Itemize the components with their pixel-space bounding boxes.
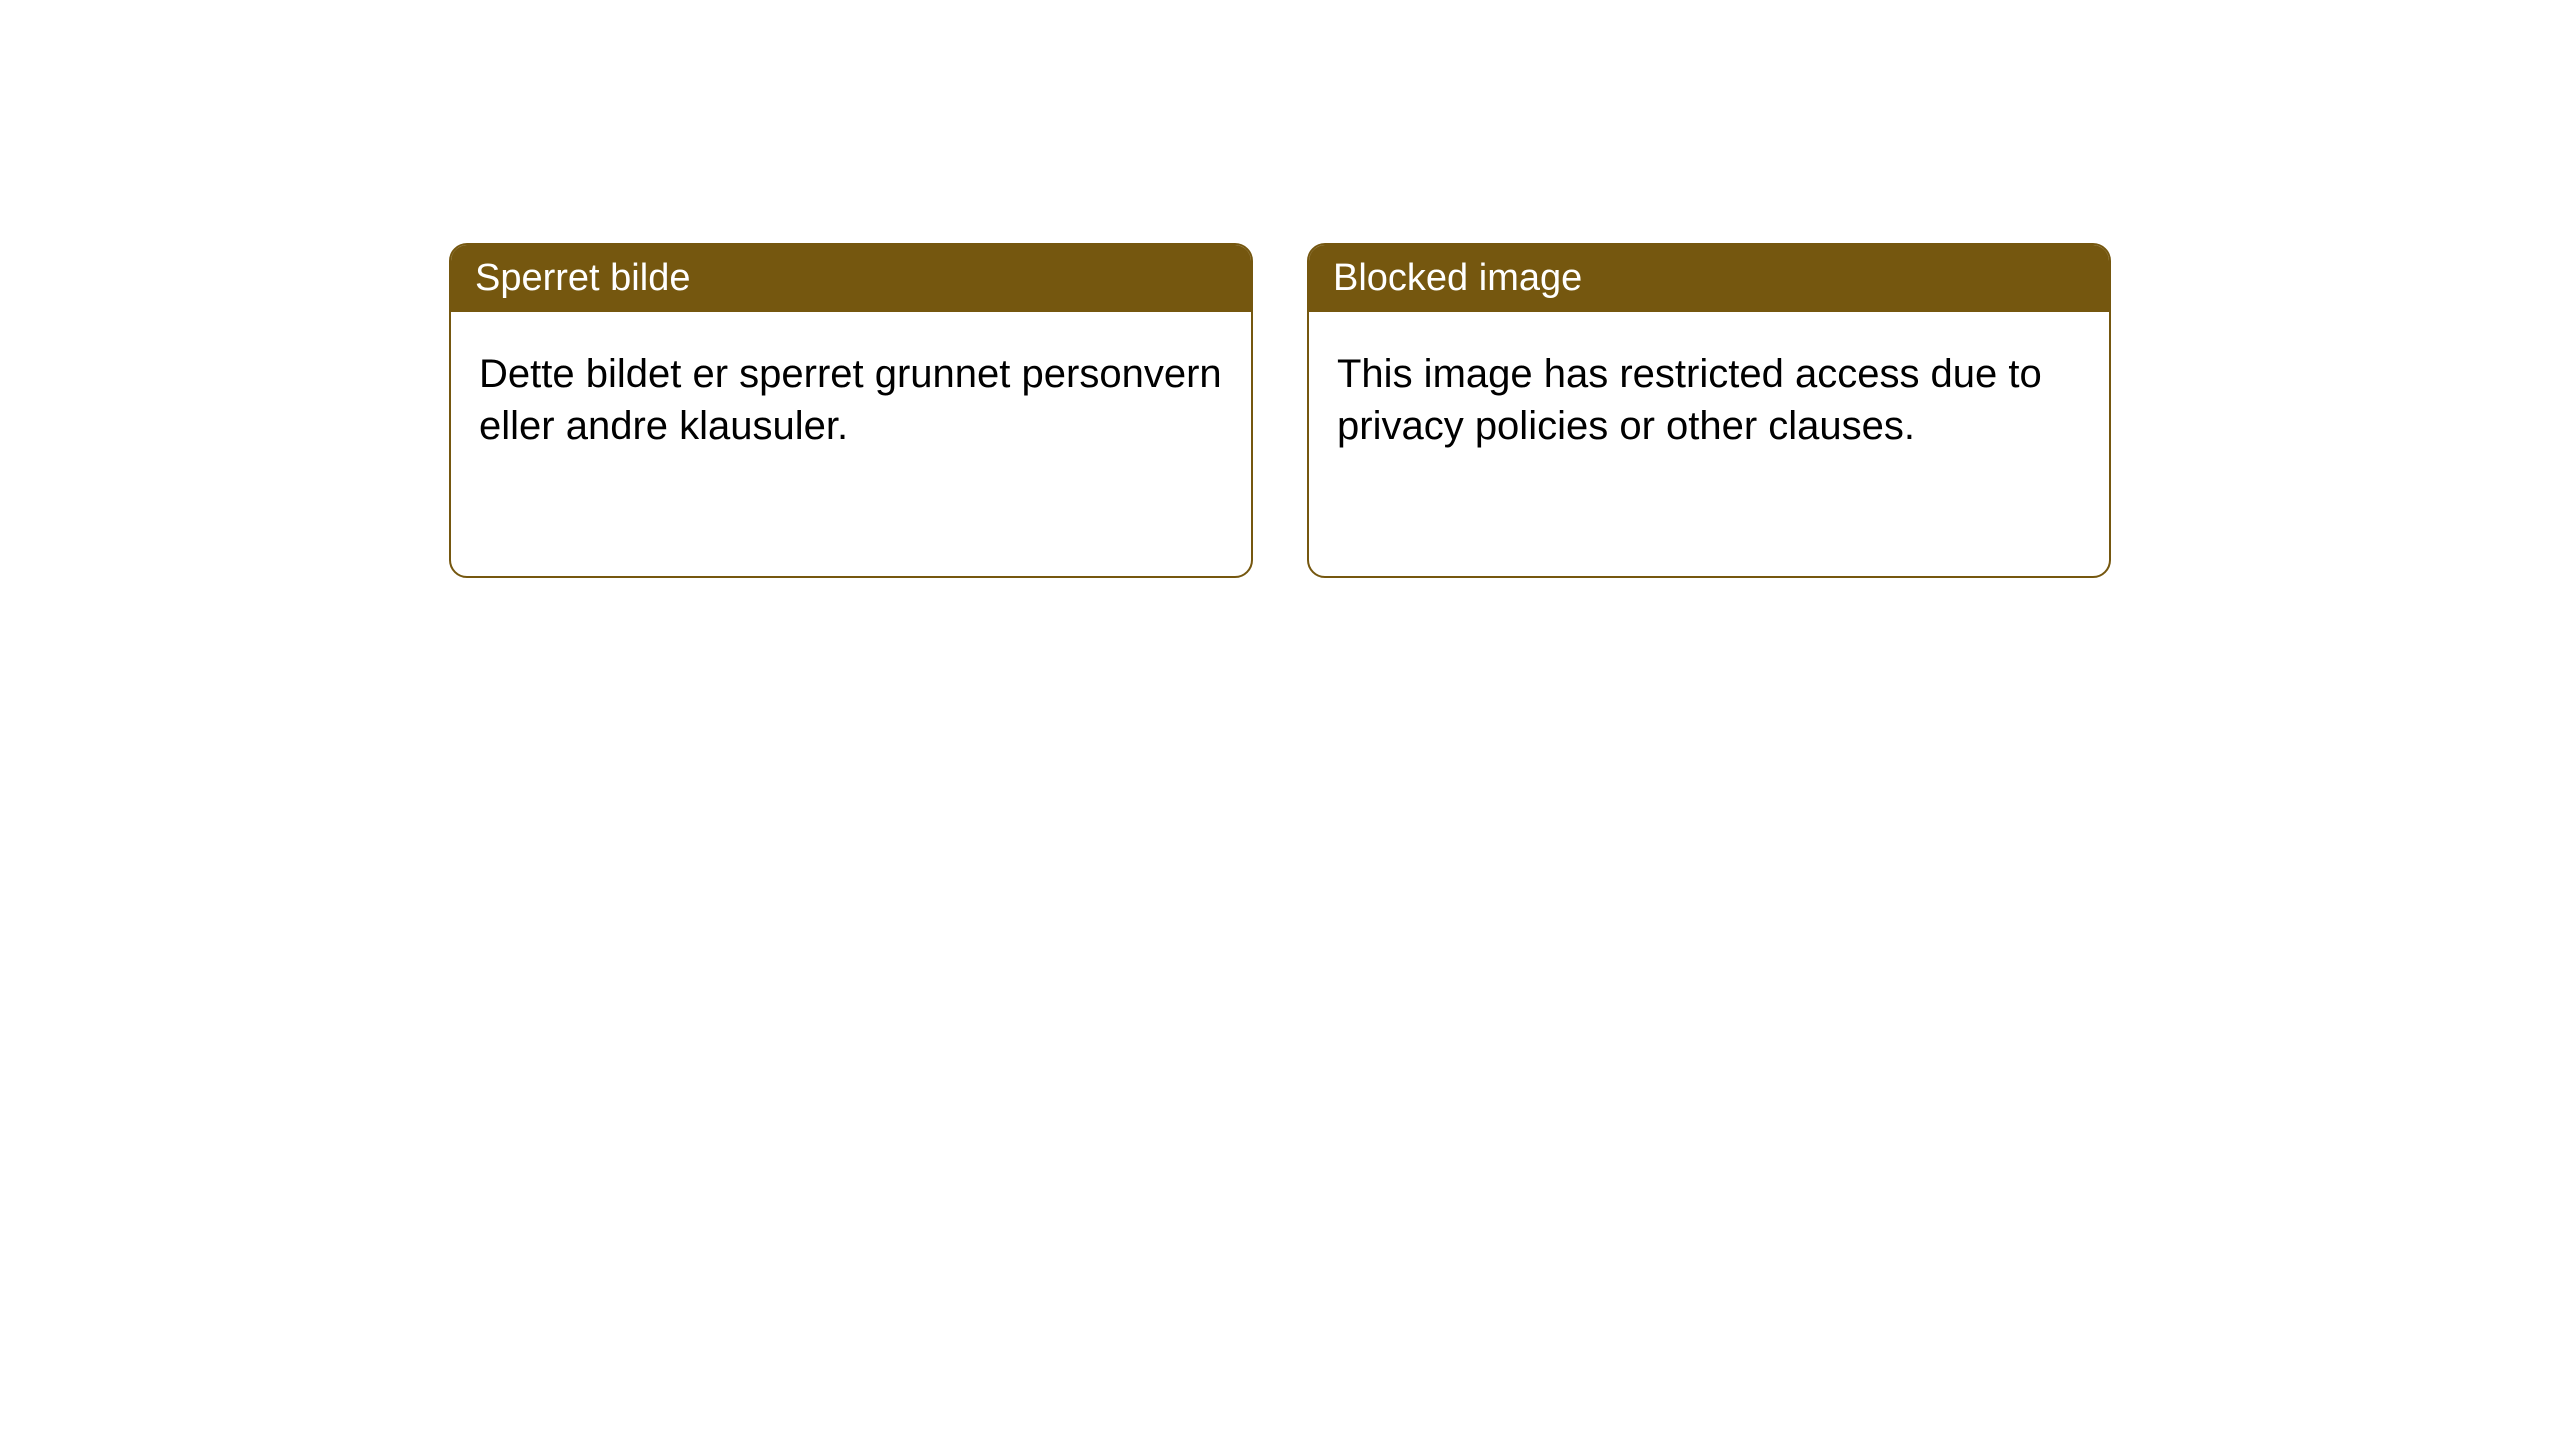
card-title-no: Sperret bilde [451, 245, 1251, 312]
blocked-image-card-no: Sperret bilde Dette bildet er sperret gr… [449, 243, 1253, 578]
card-body-no: Dette bildet er sperret grunnet personve… [451, 312, 1251, 488]
card-body-en: This image has restricted access due to … [1309, 312, 2109, 488]
notice-cards-row: Sperret bilde Dette bildet er sperret gr… [0, 0, 2560, 578]
blocked-image-card-en: Blocked image This image has restricted … [1307, 243, 2111, 578]
card-title-en: Blocked image [1309, 245, 2109, 312]
